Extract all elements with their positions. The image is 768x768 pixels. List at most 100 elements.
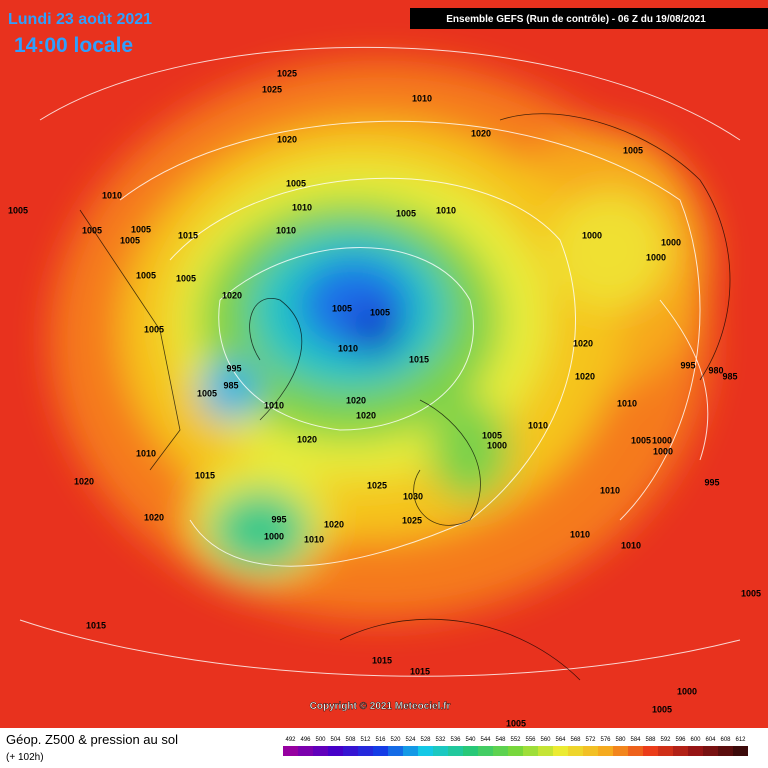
scale-tick-label: 596 bbox=[675, 737, 686, 743]
footer-title: Géop. Z500 & pression au sol bbox=[6, 732, 178, 747]
pressure-label: 1025 bbox=[277, 68, 297, 78]
pressure-label: 1005 bbox=[370, 307, 390, 317]
pressure-label: 995 bbox=[680, 360, 695, 370]
scale-swatch bbox=[523, 746, 538, 756]
lead-time: (+ 102h) bbox=[6, 752, 44, 763]
scale-swatch bbox=[613, 746, 628, 756]
scale-tick-label: 604 bbox=[705, 737, 716, 743]
pressure-label: 1010 bbox=[276, 225, 296, 235]
pressure-label: 1005 bbox=[332, 303, 352, 313]
pressure-label: 1020 bbox=[144, 512, 164, 522]
pressure-label: 1005 bbox=[120, 235, 140, 245]
scale-swatch bbox=[328, 746, 343, 756]
scale-swatch bbox=[598, 746, 613, 756]
scale-swatch bbox=[643, 746, 658, 756]
pressure-label: 1005 bbox=[652, 704, 672, 714]
scale-tick-label: 504 bbox=[330, 737, 341, 743]
date: Lundi 23 août 2021 bbox=[8, 11, 152, 28]
scale-tick-label: 580 bbox=[615, 737, 626, 743]
scale-swatch bbox=[283, 746, 298, 756]
pressure-label: 1000 bbox=[661, 237, 681, 247]
scale-swatch bbox=[298, 746, 313, 756]
pressure-label: 1005 bbox=[631, 435, 651, 445]
scale-swatch bbox=[508, 746, 523, 756]
scale-tick-label: 588 bbox=[645, 737, 656, 743]
pressure-label: 1005 bbox=[176, 273, 196, 283]
run-box bbox=[410, 8, 768, 29]
color-scale: 492 496 500 504 508 512 516 520 524 528 532 536 540 5… bbox=[283, 737, 748, 756]
pressure-label: 1010 bbox=[292, 202, 312, 212]
scale-swatch bbox=[388, 746, 403, 756]
scale-tick-label: 536 bbox=[450, 737, 461, 743]
scale-swatch bbox=[313, 746, 328, 756]
pressure-label: 1005 bbox=[144, 324, 164, 334]
pressure-label: 995 bbox=[704, 477, 719, 487]
pressure-label: 1010 bbox=[136, 448, 156, 458]
scale-tick-label: 512 bbox=[360, 737, 371, 743]
scale-tick-label: 492 bbox=[285, 737, 296, 743]
scale-tick-label: 612 bbox=[735, 737, 746, 743]
pressure-label: 1020 bbox=[277, 134, 297, 144]
scale-swatch bbox=[688, 746, 703, 756]
pressure-label: 1010 bbox=[338, 343, 358, 353]
scale-tick-label: 548 bbox=[495, 737, 506, 743]
pressure-label: 1010 bbox=[412, 93, 432, 103]
time: 14:00 locale bbox=[14, 34, 133, 57]
scale-swatch bbox=[403, 746, 418, 756]
pressure-label: 1025 bbox=[367, 480, 387, 490]
pressure-label: 1005 bbox=[197, 388, 217, 398]
scale-tick-label: 592 bbox=[660, 737, 671, 743]
pressure-label: 1010 bbox=[304, 534, 324, 544]
copyright: Copyright © 2021 Meteociel.fr bbox=[310, 701, 451, 712]
scale-swatch bbox=[703, 746, 718, 756]
pressure-label: 1025 bbox=[402, 515, 422, 525]
pressure-label: 1010 bbox=[436, 205, 456, 215]
pressure-label: 1015 bbox=[195, 470, 215, 480]
scale-swatch bbox=[343, 746, 358, 756]
pressure-label: 1005 bbox=[396, 208, 416, 218]
scale-swatch bbox=[448, 746, 463, 756]
scale-swatch bbox=[478, 746, 493, 756]
pressure-label: 995 bbox=[271, 514, 286, 524]
run-info: Ensemble GEFS (Run de contrôle) - 06 Z d… bbox=[446, 14, 706, 25]
pressure-label: 1000 bbox=[264, 531, 284, 541]
pressure-label: 1025 bbox=[262, 84, 282, 94]
scale-swatch bbox=[628, 746, 643, 756]
pressure-label: 1015 bbox=[86, 620, 106, 630]
pressure-label: 1015 bbox=[409, 354, 429, 364]
pressure-label: 1020 bbox=[222, 290, 242, 300]
pressure-label: 1005 bbox=[8, 205, 28, 215]
pressure-label: 1000 bbox=[582, 230, 602, 240]
pressure-label: 1020 bbox=[74, 476, 94, 486]
pressure-label: 1020 bbox=[573, 338, 593, 348]
scale-tick-label: 568 bbox=[570, 737, 581, 743]
pressure-label: 1005 bbox=[131, 224, 151, 234]
scale-swatch bbox=[493, 746, 508, 756]
scale-tick-label: 600 bbox=[690, 737, 701, 743]
pressure-label: 1010 bbox=[600, 485, 620, 495]
scale-swatch bbox=[373, 746, 388, 756]
scale-swatch bbox=[538, 746, 553, 756]
scale-tick-label: 528 bbox=[420, 737, 431, 743]
scale-tick-label: 532 bbox=[435, 737, 446, 743]
scale-tick-label: 516 bbox=[375, 737, 386, 743]
pressure-label: 1020 bbox=[575, 371, 595, 381]
field bbox=[0, 0, 768, 728]
scale-swatch bbox=[583, 746, 598, 756]
scale-swatch bbox=[733, 746, 748, 756]
pressure-label: 1020 bbox=[471, 128, 491, 138]
scale-swatch bbox=[568, 746, 583, 756]
pressure-label: 1010 bbox=[570, 529, 590, 539]
pressure-label: 1005 bbox=[623, 145, 643, 155]
pressure-label: 1010 bbox=[102, 190, 122, 200]
pressure-label: 1000 bbox=[653, 446, 673, 456]
scale-swatch bbox=[418, 746, 433, 756]
pressure-label: 985 bbox=[223, 380, 238, 390]
pressure-label: 1000 bbox=[652, 435, 672, 445]
pressure-label: 1005 bbox=[82, 225, 102, 235]
scale-tick-label: 540 bbox=[465, 737, 476, 743]
pressure-label: 1020 bbox=[346, 395, 366, 405]
pressure-label: 1005 bbox=[286, 178, 306, 188]
scale-swatch bbox=[658, 746, 673, 756]
